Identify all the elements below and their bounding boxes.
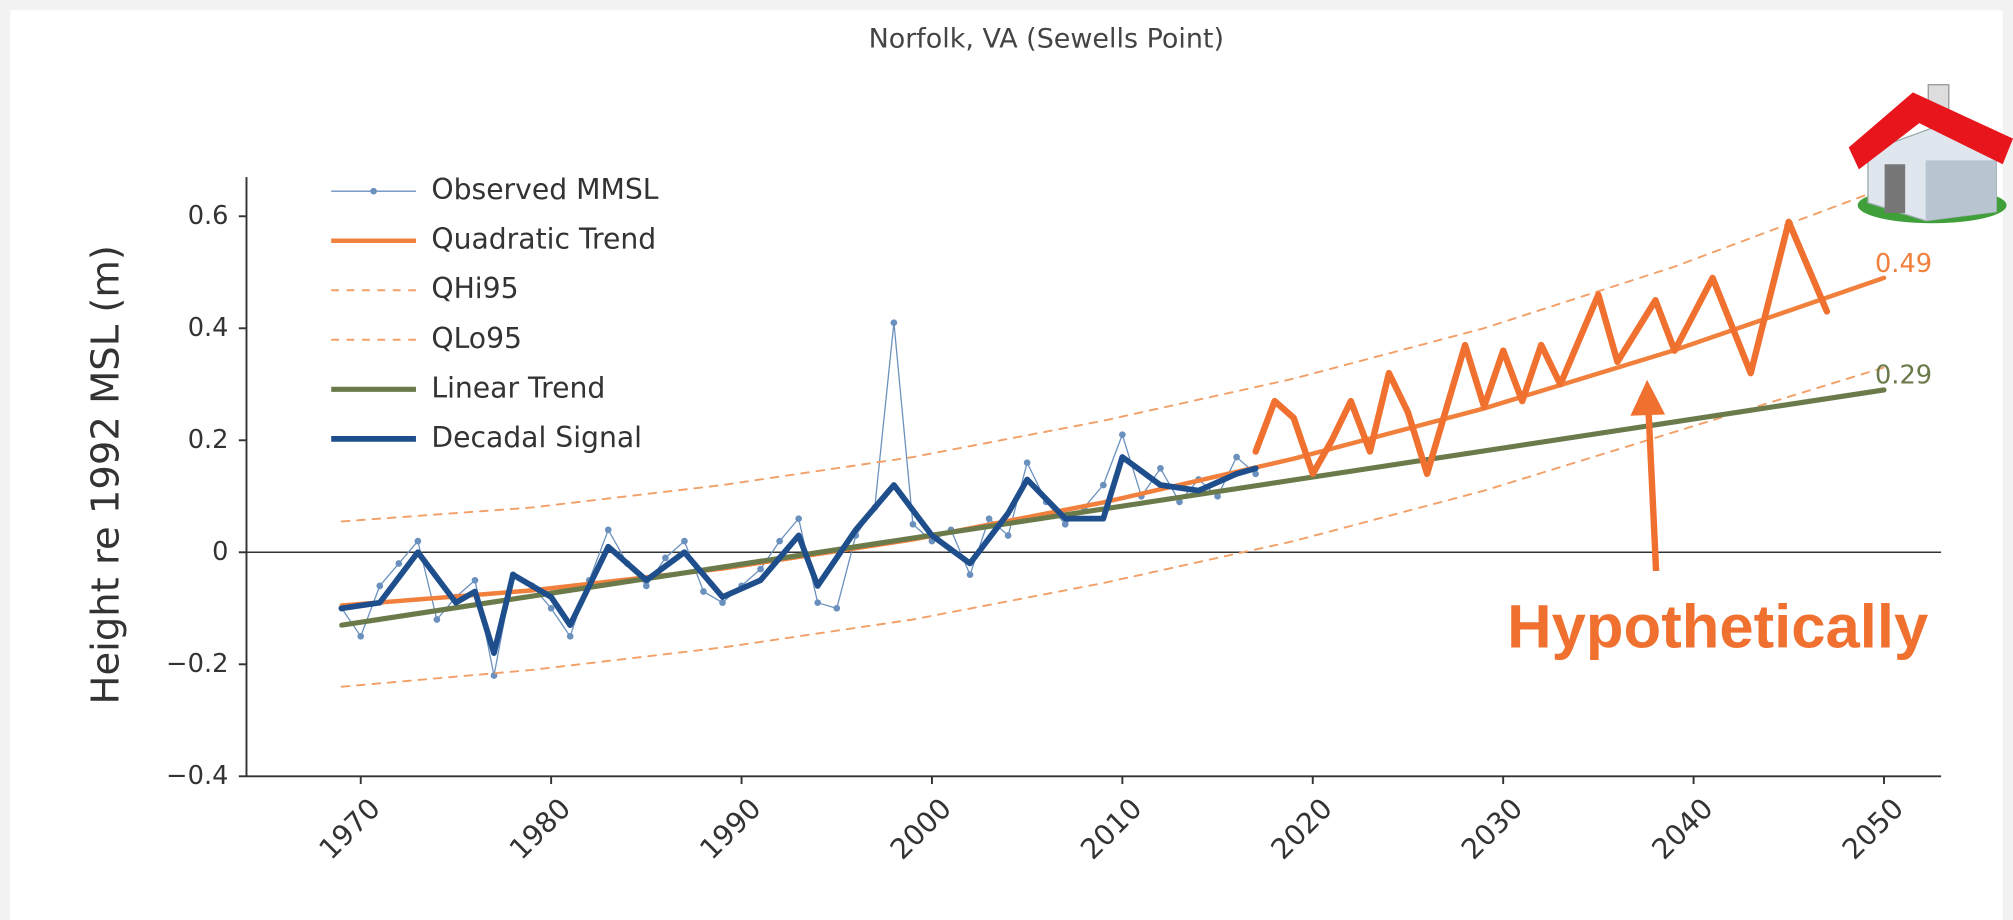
y-tick-label: −0.4 [166,761,228,791]
data-point [1252,470,1259,478]
data-point [395,560,403,567]
arrow [1630,379,1666,572]
end-label: 0.49 [1875,249,1932,279]
data-point [566,632,574,640]
y-tick-label: 0.2 [188,425,229,455]
y-axis-label: Height re 1992 MSL (m) [83,245,128,704]
series-line [339,275,1887,608]
data-point [814,599,822,607]
data-point [1023,459,1031,467]
legend-label: Linear Trend [431,371,605,404]
data-point [985,515,993,523]
legend: Observed MMSL Quadratic Trend QHi95 QLo95 Li… [331,173,659,454]
end-label: 0.29 [1875,360,1932,390]
legend-label: QLo95 [431,322,522,355]
legend-marker [370,187,377,195]
data-point [1099,481,1107,489]
data-point [643,582,650,590]
series-line [339,387,1887,628]
data-point [833,604,841,612]
data-point [757,565,764,573]
data-point [1004,532,1012,539]
annotation-text: Hypothetically [1507,593,1928,662]
chart-title: Norfolk, VA (Sewells Point) [869,23,1224,54]
y-tick-label: 0 [212,537,228,567]
canvas [10,10,2003,920]
data-point [719,599,726,607]
series-line [340,187,1885,523]
legend-label: Observed MMSL [431,173,658,206]
data-point [357,632,365,640]
legend-label: QHi95 [431,272,518,305]
data-point [966,571,974,579]
data-point [604,526,612,534]
data-point [700,588,707,595]
series-line [338,454,1259,656]
data-point [1157,464,1164,472]
data-point [890,319,898,327]
data-point [776,537,783,545]
house-icon [1848,84,2013,224]
data-point [414,537,422,545]
data-point [1119,431,1126,439]
hypothetical-curve [1252,218,1831,478]
legend-label: Quadratic Trend [431,223,656,256]
data-point [909,520,917,528]
y-tick-label: −0.2 [166,649,228,679]
series-line [340,366,1885,688]
data-point [376,582,384,590]
data-point [471,576,479,584]
y-tick-label: 0.6 [188,201,229,231]
data-point [1233,453,1240,461]
y-tick-label: 0.4 [188,313,229,343]
data-point [662,554,669,562]
data-point [795,515,803,523]
data-point [1214,492,1221,500]
data-point [547,604,555,612]
data-point [433,616,441,623]
legend-label: Decadal Signal [431,421,642,454]
data-point [681,537,688,545]
data-point [1061,520,1069,528]
